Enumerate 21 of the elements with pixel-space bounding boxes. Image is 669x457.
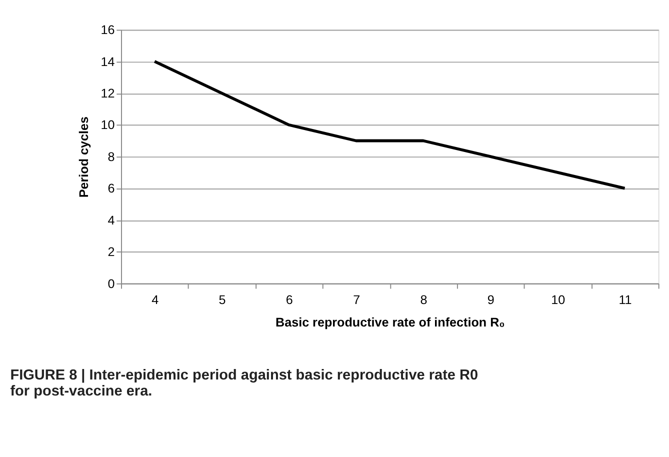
y-tick-label: 2 (108, 245, 115, 260)
y-tick-label: 16 (100, 23, 115, 38)
y-tick-label: 8 (108, 150, 115, 164)
x-axis-title: Basic reproductive rate of infection R₀ (275, 316, 505, 330)
y-tick-label: 4 (108, 213, 115, 228)
y-tick-label: 0 (108, 276, 115, 291)
x-tick-label: 8 (420, 293, 428, 308)
line-series (153, 60, 626, 190)
y-tick-label: 10 (100, 118, 115, 132)
x-tick-label: 5 (218, 293, 226, 308)
y-axis-title: Period cycles (77, 116, 92, 198)
y-tick-label: 6 (108, 182, 115, 196)
x-tick-label: 4 (152, 293, 159, 308)
x-tick-label: 9 (487, 293, 494, 308)
x-tick-label: 10 (551, 293, 566, 308)
x-tick-label: 11 (618, 293, 632, 308)
x-tick-label: 6 (286, 293, 293, 308)
x-tick-label: 7 (353, 293, 360, 308)
y-tick-label: 12 (100, 86, 115, 101)
y-tick-label: 14 (100, 54, 115, 69)
caption: FIGURE 8 | Inter-epidemic period against basic reproductive rate R0 for post-vaccine era. (10, 367, 478, 400)
